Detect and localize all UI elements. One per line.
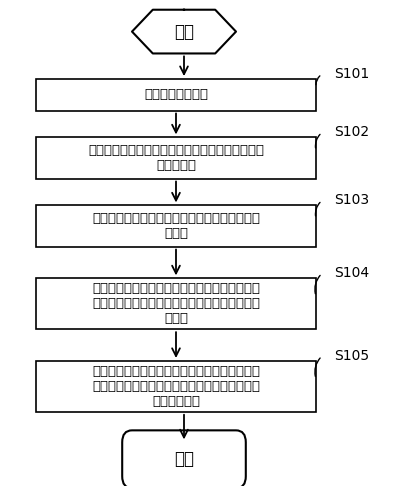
- Text: 第一路光信号经放大后进入传感光纤，传感光纤
的背向散射光与第二路光信号经过拍频后得到测
量信号: 第一路光信号经放大后进入传感光纤，传感光纤 的背向散射光与第二路光信号经过拍频后…: [92, 282, 260, 325]
- Text: 激光器输出光信号: 激光器输出光信号: [144, 88, 208, 101]
- Text: S102: S102: [334, 125, 369, 139]
- FancyBboxPatch shape: [36, 361, 316, 412]
- Text: 对两路光信号进行直接拍频，以消除激光器的频
率噪声: 对两路光信号进行直接拍频，以消除激光器的频 率噪声: [92, 212, 260, 240]
- Text: S104: S104: [334, 266, 369, 280]
- Polygon shape: [132, 10, 236, 53]
- Text: 结束: 结束: [174, 450, 194, 469]
- FancyBboxPatch shape: [36, 205, 316, 246]
- Text: 将激光器输出的光信号分为两路光信号，并分别进
行声光调制: 将激光器输出的光信号分为两路光信号，并分别进 行声光调制: [88, 144, 264, 172]
- Text: 采集所述测量信号与所述参考信号，并进行相位
解调，以对参考信号和测量信号进行相位比较，
获得待测信号: 采集所述测量信号与所述参考信号，并进行相位 解调，以对参考信号和测量信号进行相位…: [92, 365, 260, 408]
- FancyBboxPatch shape: [36, 137, 316, 179]
- Text: S101: S101: [334, 67, 369, 81]
- Text: 开始: 开始: [174, 22, 194, 41]
- FancyBboxPatch shape: [36, 79, 316, 110]
- FancyBboxPatch shape: [122, 431, 246, 486]
- Text: S105: S105: [334, 349, 369, 363]
- Text: S103: S103: [334, 193, 369, 208]
- FancyBboxPatch shape: [36, 278, 316, 330]
